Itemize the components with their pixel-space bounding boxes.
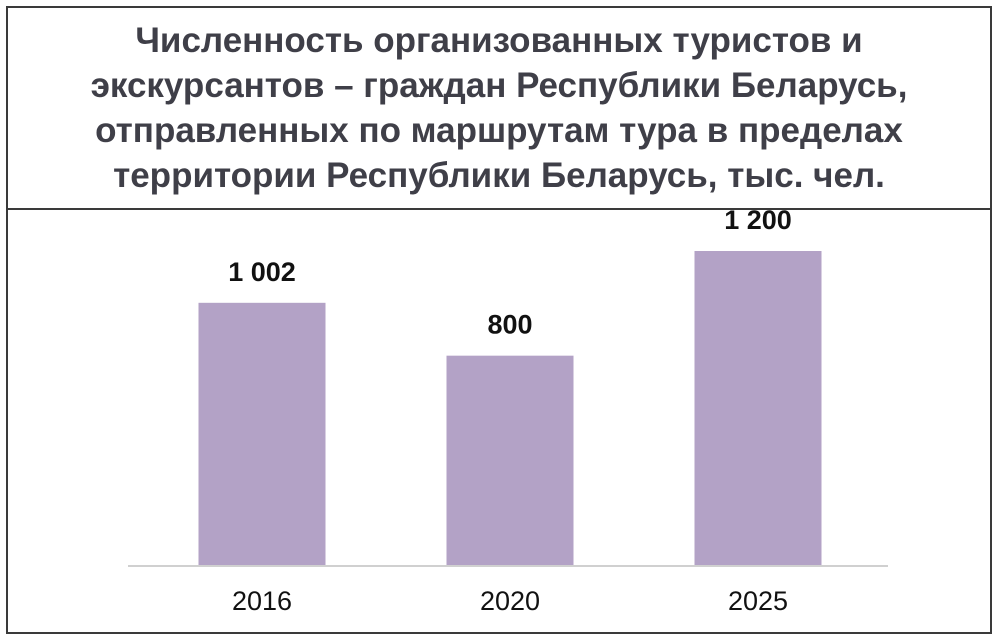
title-box: Численность организованных туристов и эк…	[8, 8, 990, 210]
data-label-2020: 800	[487, 310, 532, 340]
plot-area: 1 002 2016 800 2020 1 200 2025	[8, 210, 990, 632]
bar-2025	[694, 251, 822, 565]
data-label-2016: 1 002	[228, 257, 296, 287]
chart-title: Численность организованных туристов и эк…	[90, 21, 908, 195]
x-tick-label-2025: 2025	[728, 586, 788, 616]
bar-chart: 1 002 2016 800 2020 1 200 2025	[128, 210, 888, 616]
bar-2016	[198, 302, 326, 565]
bar-2020	[446, 355, 574, 565]
x-tick-label-2020: 2020	[480, 586, 540, 616]
x-tick-label-2016: 2016	[232, 586, 292, 616]
data-label-2025: 1 200	[724, 210, 792, 235]
chart-frame: Численность организованных туристов и эк…	[6, 6, 992, 634]
